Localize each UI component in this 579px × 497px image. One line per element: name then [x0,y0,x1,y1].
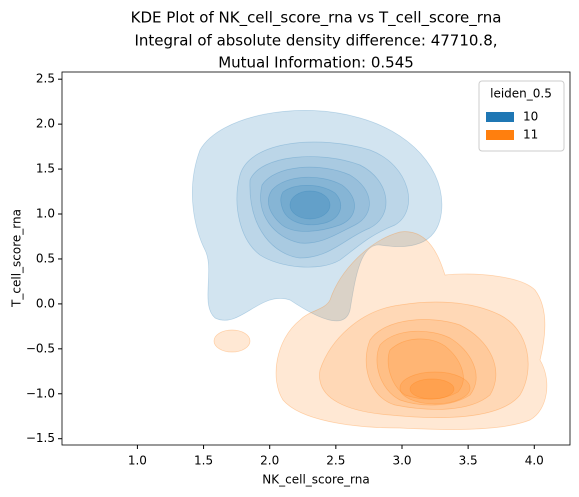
y-tick-label: 0.5 [36,251,55,265]
x-tick-label: 3.5 [459,454,478,468]
density-contours [192,110,548,430]
x-tick-label: 3.0 [392,454,411,468]
y-tick-label: 0.0 [36,296,55,310]
legend-title: leiden_0.5 [490,87,552,101]
y-tick-label: −0.5 [26,341,55,355]
y-tick-label: 2.0 [36,117,55,131]
y-tick-label: −1.5 [26,431,55,445]
y-axis-label: T_cell_score_rna [10,209,24,308]
chart-subtitle: Integral of absolute density difference:… [134,32,497,50]
y-tick-label: 1.5 [36,162,55,176]
x-tick-label: 1.0 [128,454,147,468]
series-10-density [192,110,443,322]
x-tick-label: 2.5 [326,454,345,468]
legend-swatch [486,130,514,140]
chart-title: KDE Plot of NK_cell_score_rna vs T_cell_… [131,9,502,28]
x-tick-label: 4.0 [525,454,544,468]
x-tick-label: 2.0 [260,454,279,468]
legend-swatch [486,112,514,122]
legend: leiden_0.5 10 11 [478,80,565,152]
y-tick-label: 1.0 [36,207,55,221]
x-axis-label: NK_cell_score_rna [262,473,369,487]
series-11-density [213,231,548,430]
x-tick-label: 1.5 [194,454,213,468]
legend-label: 10 [523,110,538,124]
y-tick-label: 2.5 [36,72,55,86]
y-tick-label: −1.0 [26,386,55,400]
chart-subtitle: Mutual Information: 0.545 [218,54,414,72]
legend-label: 11 [523,128,538,142]
